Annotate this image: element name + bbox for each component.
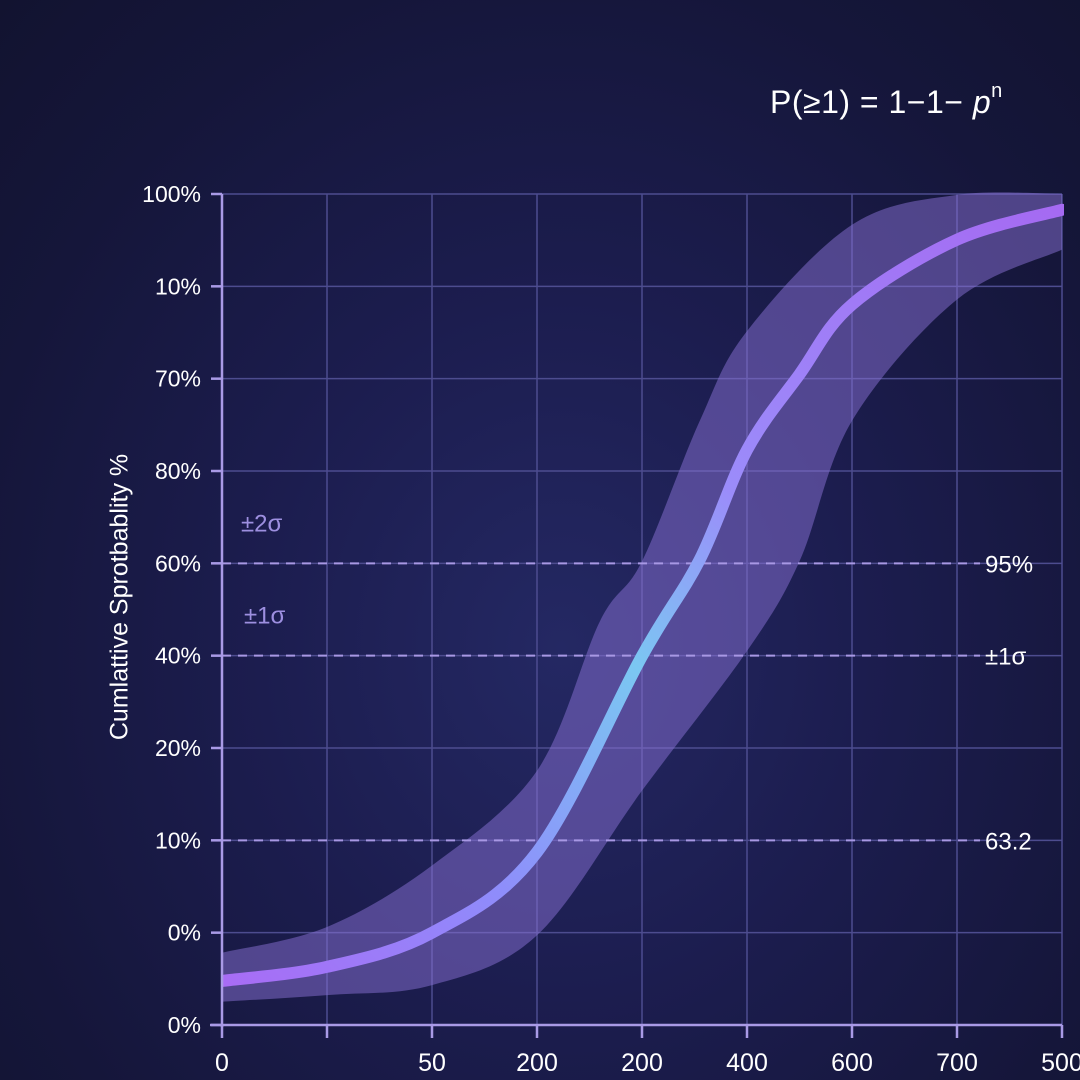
formula-prefix: P(≥1) = 1−1− [770,84,973,120]
x-tick-label: 200 [621,1049,663,1077]
x-tick-label: 0 [215,1049,229,1077]
y-tick-label: 0% [168,920,201,946]
formula-exponent: n [991,80,1003,103]
y-tick-label: 0% [168,1012,201,1038]
y-tick-label: 40% [155,643,201,669]
x-tick-label: 600 [831,1049,873,1077]
y-tick-label: 100% [142,181,201,207]
y-axis-label: Cumlattive Sprotbablity % [105,453,134,741]
y-tick-label: 20% [155,735,201,761]
reference-label-right: ±1σ [985,644,1027,671]
cumulative-curve [222,203,1064,987]
reference-label-right: 63.2 [985,828,1032,855]
y-tick-label: 70% [155,366,201,392]
y-tick-label: 10% [155,827,201,853]
reference-label-left: ±2σ [241,510,283,537]
chart-formula-title: P(≥1) = 1−1− pn [770,80,1003,121]
x-tick-label: 700 [936,1049,978,1077]
confidence-band [222,192,1062,1002]
y-tick-label: 10% [155,273,201,299]
y-tick-label: 60% [155,550,201,576]
reference-lines [222,562,980,842]
y-axis-ticks: 100% 10% 70% 80% 60% 40% 20% 10% 0% 0% [142,181,222,1038]
confidence-band-area [222,192,1062,1002]
axes [210,194,1062,1027]
x-axis-ticks: 0 50 200 200 400 600 700 500 [215,1025,1080,1077]
x-tick-label: 200 [516,1049,558,1077]
y-tick-label: 80% [155,458,201,484]
annotations: 63.2 ±1σ ±1σ 95% ±2σ [241,510,1033,855]
reference-label-right: 95% [985,551,1033,578]
x-tick-label: 400 [726,1049,768,1077]
reference-label-left: ±1σ [244,603,286,630]
x-tick-label: 500 [1041,1049,1080,1077]
x-tick-label: 50 [418,1049,446,1077]
formula-variable: p [972,84,992,120]
